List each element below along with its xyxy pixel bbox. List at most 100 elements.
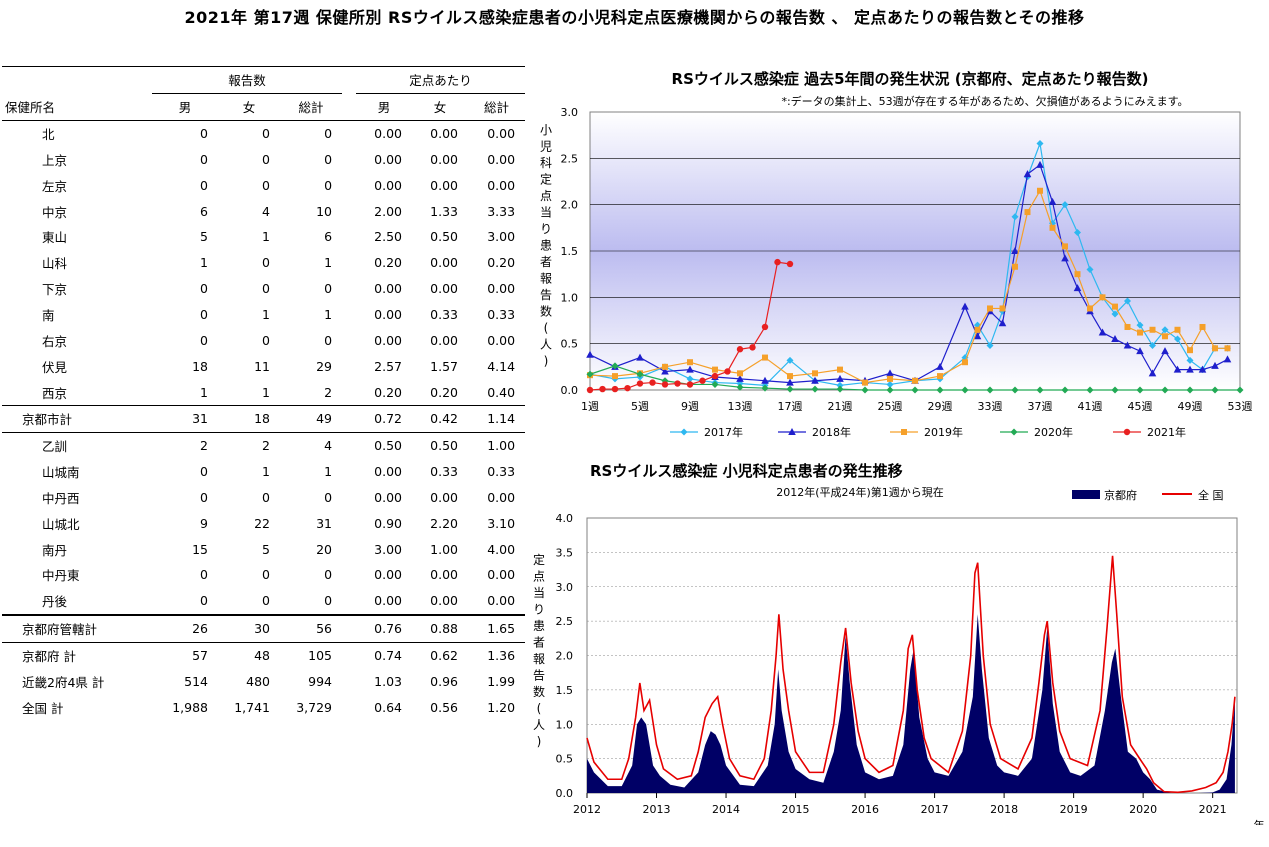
cell-value: 1 bbox=[324, 255, 333, 271]
x-tick-label: 13週 bbox=[728, 400, 753, 413]
y-axis-label-char: 報 bbox=[533, 652, 545, 666]
cell-value: 0 bbox=[262, 255, 270, 271]
cell-value: 57 bbox=[192, 647, 208, 663]
header-report-count: 報告数 bbox=[152, 66, 343, 94]
data-point bbox=[586, 350, 594, 358]
row-label: 京都府管轄計 bbox=[2, 613, 152, 643]
data-point bbox=[1149, 342, 1156, 350]
chart1-note: *:データの集計上、53週が存在する年があるため、欠損値があるようにみえます。 bbox=[781, 95, 1189, 108]
table-row: 山城南 0 1 1 0.00 0.33 0.33 bbox=[2, 459, 525, 485]
y-axis-label-char: 点 bbox=[533, 570, 545, 584]
data-point bbox=[1212, 345, 1218, 352]
col-header-hc: 保健所名 bbox=[2, 93, 152, 121]
legend-label: 2018年 bbox=[812, 425, 851, 439]
legend-label: 2021年 bbox=[1147, 425, 1186, 439]
data-point bbox=[599, 385, 606, 393]
cell-value: 2.50 bbox=[374, 229, 403, 245]
table-row: 丹後 0 0 0 0.00 0.00 0.00 bbox=[2, 588, 525, 615]
data-point bbox=[612, 373, 618, 380]
y-axis-label-char: 人 bbox=[540, 338, 552, 352]
data-point bbox=[662, 363, 668, 370]
col-header-female-per: 女 bbox=[412, 93, 469, 121]
cell-value: 11 bbox=[254, 358, 270, 374]
cell-value: 0 bbox=[324, 332, 333, 348]
table-row: 京都府管轄計 26 30 56 0.76 0.88 1.65 bbox=[2, 613, 526, 643]
data-point bbox=[987, 305, 993, 312]
x-tick-label: 9週 bbox=[681, 400, 699, 413]
row-label: 上京 bbox=[42, 152, 68, 168]
x-tick-label: 2019 bbox=[1060, 803, 1088, 816]
cell-value: 0 bbox=[262, 489, 270, 505]
data-point bbox=[1174, 335, 1181, 343]
cell-value: 480 bbox=[246, 673, 270, 689]
cell-value: 1 bbox=[262, 384, 270, 400]
cell-value: 0 bbox=[324, 151, 333, 167]
cell-value: 29 bbox=[316, 358, 333, 374]
cell-value: 0 bbox=[262, 593, 270, 609]
x-tick-label: 2012 bbox=[573, 803, 601, 816]
data-point bbox=[1111, 386, 1119, 394]
data-point bbox=[862, 379, 868, 386]
cell-value: 0.64 bbox=[374, 699, 403, 715]
data-point bbox=[786, 260, 794, 268]
cell-value: 1,988 bbox=[172, 699, 208, 715]
cell-value: 0.00 bbox=[430, 567, 459, 583]
chart1-title: RSウイルス感染症 過去5年間の発生状況 (京都府、定点あたり報告数) bbox=[671, 70, 1149, 88]
data-point bbox=[736, 383, 744, 391]
data-point bbox=[901, 429, 907, 435]
cell-value: 0 bbox=[324, 177, 333, 193]
cell-value: 0.00 bbox=[374, 332, 403, 348]
legend-item: 2021年 bbox=[1113, 425, 1186, 439]
cell-value: 0.50 bbox=[374, 438, 403, 454]
data-point bbox=[1024, 209, 1031, 216]
row-label: 西京 bbox=[42, 385, 68, 401]
x-tick-label: 2018 bbox=[990, 803, 1018, 816]
cell-value: 1.14 bbox=[468, 404, 526, 433]
cell-value: 1.99 bbox=[487, 673, 516, 689]
x-tick-label: 29週 bbox=[928, 400, 953, 413]
y-axis-label-char: 者 bbox=[533, 636, 545, 650]
table-row: 南丹 15 5 20 3.00 1.00 4.00 bbox=[2, 536, 525, 562]
row-label: 南丹 bbox=[42, 542, 68, 558]
cell-value: 9 bbox=[200, 515, 208, 531]
data-point bbox=[761, 384, 769, 392]
cell-value: 1.57 bbox=[430, 358, 459, 374]
cell-value: 6 bbox=[200, 203, 208, 219]
x-tick-label: 25週 bbox=[878, 400, 903, 413]
row-label: 北 bbox=[42, 127, 55, 143]
cell-value: 0.90 bbox=[374, 515, 403, 531]
cell-value: 0.00 bbox=[487, 177, 516, 193]
cell-value: 10 bbox=[316, 203, 333, 219]
data-point bbox=[1186, 365, 1194, 373]
y-tick-label: 3.5 bbox=[556, 546, 574, 559]
y-axis-label-char: 小 bbox=[540, 123, 552, 137]
data-point bbox=[1011, 386, 1019, 394]
y-tick-label: 0.0 bbox=[561, 384, 579, 397]
data-point bbox=[624, 384, 631, 392]
cell-value: 5 bbox=[262, 541, 270, 557]
cell-value: 1.33 bbox=[430, 203, 459, 219]
row-label: 山城南 bbox=[42, 465, 80, 481]
row-label: 乙訓 bbox=[42, 439, 68, 455]
table-row: 近畿2府4県 計 514 480 994 1.03 0.96 1.99 bbox=[2, 668, 525, 694]
data-point bbox=[886, 369, 894, 377]
data-point bbox=[1048, 197, 1057, 205]
data-point bbox=[936, 386, 944, 394]
cell-value: 1 bbox=[262, 229, 270, 245]
x-tick-label: 2015 bbox=[782, 803, 810, 816]
cell-value: 26 bbox=[152, 613, 218, 643]
data-point bbox=[1223, 355, 1232, 363]
y-axis-label-char: ) bbox=[544, 354, 549, 368]
data-point bbox=[1112, 303, 1118, 310]
data-point bbox=[811, 385, 819, 393]
legend-label: 全 国 bbox=[1198, 488, 1224, 502]
cell-value: 0.00 bbox=[374, 567, 403, 583]
row-label: 中丹東 bbox=[42, 568, 80, 584]
cell-value: 2 bbox=[324, 384, 333, 400]
series-national-line bbox=[586, 555, 1236, 794]
cell-value: 0.50 bbox=[430, 438, 459, 454]
cell-value: 0.00 bbox=[430, 593, 459, 609]
data-point bbox=[1161, 347, 1169, 355]
cell-value: 31 bbox=[316, 515, 333, 531]
y-tick-label: 1.0 bbox=[556, 718, 574, 731]
